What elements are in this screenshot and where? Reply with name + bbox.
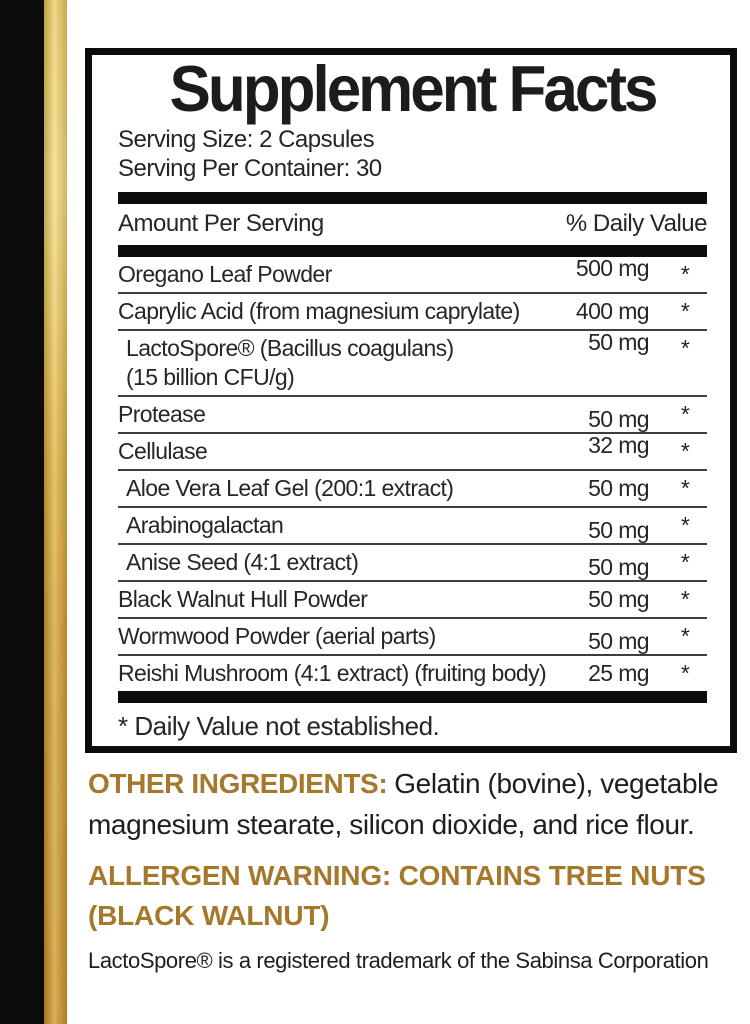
- daily-value-footnote: * Daily Value not established.: [118, 711, 440, 741]
- table-row: Caprylic Acid (from magnesium caprylate)…: [118, 294, 707, 331]
- ingredient-name: Aloe Vera Leaf Gel (200:1 extract): [126, 475, 454, 501]
- ingredient-daily-value: *: [680, 438, 690, 464]
- ingredient-amount: 50 mg: [588, 406, 650, 432]
- ingredient-daily-value: *: [680, 623, 690, 649]
- ingredient-name: Protease: [118, 401, 206, 427]
- ingredient-daily-value: *: [680, 475, 690, 501]
- other-ingredients-text: Gelatin (bovine), vegetable magnesium st…: [88, 768, 719, 840]
- servings-per-container: Serving Per Container: 30: [118, 155, 382, 182]
- serving-size: Serving Size: 2 Capsules: [118, 126, 375, 153]
- ingredient-daily-value: *: [680, 549, 690, 575]
- column-headers: Amount Per Serving % Daily Value: [118, 204, 708, 245]
- table-row: Wormwood Powder (aerial parts) 50 mg *: [118, 619, 707, 656]
- ingredient-daily-value: *: [680, 298, 690, 324]
- table-row: Aloe Vera Leaf Gel (200:1 extract) 50 mg *: [118, 471, 707, 508]
- left-gold-stripe: [44, 0, 67, 1024]
- table-row: Cellulase 32 mg *: [118, 432, 707, 471]
- panel-title: Supplement Facts: [169, 53, 659, 126]
- ingredient-amount: 32 mg: [588, 432, 650, 458]
- ingredient-amount: 50 mg: [588, 517, 650, 543]
- ingredient-rows: Oregano Leaf Powder 500 mg * Caprylic Acid …: [118, 255, 707, 691]
- table-row: LactoSpore® (Bacillus coagulans) (15 bill…: [118, 329, 707, 397]
- ingredient-amount: 50 mg: [588, 554, 650, 580]
- ingredient-daily-value: *: [680, 660, 690, 686]
- ingredient-amount: 500 mg: [575, 255, 650, 281]
- table-row: Black Walnut Hull Powder 50 mg *: [118, 582, 707, 619]
- other-ingredients-label: OTHER INGREDIENTS:: [88, 768, 388, 799]
- ingredient-daily-value: *: [680, 586, 690, 612]
- ingredient-amount: 25 mg: [588, 660, 650, 686]
- divider-bar-mid: [118, 245, 707, 257]
- table-row: Oregano Leaf Powder 500 mg *: [118, 255, 707, 294]
- ingredient-name: Reishi Mushroom (4:1 extract) (fruiting …: [118, 660, 547, 686]
- divider-bar-bottom: [118, 691, 707, 703]
- ingredient-daily-value: *: [680, 512, 690, 538]
- ingredient-amount: 50 mg: [588, 628, 650, 654]
- ingredient-name: Arabinogalactan: [126, 512, 284, 538]
- amount-per-serving-header: Amount Per Serving: [118, 210, 324, 237]
- divider-bar-top: [118, 192, 707, 204]
- ingredient-name: Caprylic Acid (from magnesium caprylate): [118, 298, 520, 324]
- ingredient-daily-value: *: [680, 261, 690, 287]
- ingredient-amount: 50 mg: [588, 329, 650, 355]
- table-row: Arabinogalactan 50 mg *: [118, 508, 707, 545]
- ingredient-amount: 50 mg: [588, 586, 650, 612]
- table-row: Anise Seed (4:1 extract) 50 mg *: [118, 545, 707, 582]
- ingredient-name-line2: (15 billion CFU/g): [126, 364, 295, 390]
- ingredient-daily-value: *: [680, 335, 690, 361]
- ingredient-amount: 400 mg: [575, 298, 650, 324]
- ingredient-daily-value: *: [680, 401, 690, 427]
- ingredient-name: Cellulase: [118, 438, 208, 464]
- ingredient-name: Oregano Leaf Powder: [118, 261, 332, 287]
- table-row: Protease 50 mg *: [118, 397, 707, 434]
- table-row: Reishi Mushroom (4:1 extract) (fruiting …: [118, 656, 707, 691]
- ingredient-name: LactoSpore® (Bacillus coagulans) (15 bill…: [118, 334, 549, 392]
- trademark-note: LactoSpore® is a registered trademark of…: [88, 948, 709, 973]
- ingredient-amount: 50 mg: [588, 475, 650, 501]
- other-ingredients: OTHER INGREDIENTS: Gelatin (bovine), vege…: [88, 763, 750, 845]
- daily-value-header: % Daily Value: [565, 210, 708, 237]
- ingredient-name: Black Walnut Hull Powder: [118, 586, 368, 612]
- supplement-facts-panel: Supplement Facts Serving Size: 2 Capsule…: [85, 48, 737, 753]
- left-black-stripe: [0, 0, 44, 1024]
- ingredient-name: Wormwood Powder (aerial parts): [118, 623, 436, 649]
- ingredient-name: Anise Seed (4:1 extract): [126, 549, 359, 575]
- allergen-warning: ALLERGEN WARNING: CONTAINS TREE NUTS (BL…: [88, 860, 706, 931]
